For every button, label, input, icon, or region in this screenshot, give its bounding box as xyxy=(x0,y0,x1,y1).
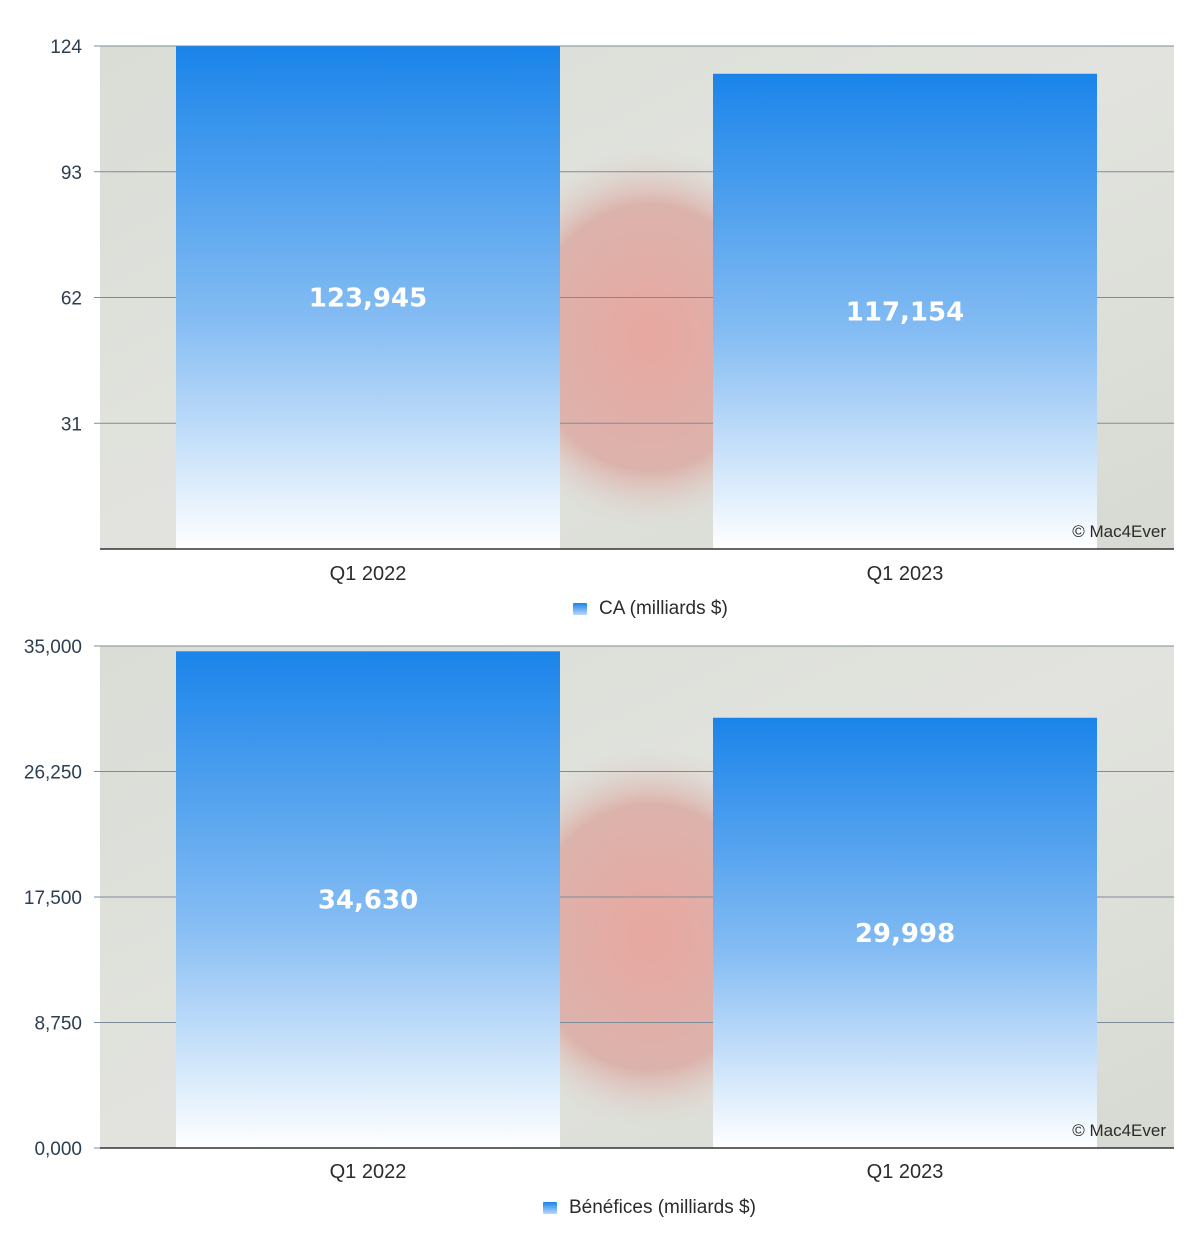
bar-value-label: 34,630 xyxy=(318,886,418,916)
y-tick-label: 8,750 xyxy=(34,1014,82,1035)
y-tick-label: 0,000 xyxy=(34,1139,82,1160)
revenue-chart: 124 93 62 31 123,945 Q1 2022 117,154 Q1 2023 © M… xyxy=(50,37,1174,620)
legend-label: CA (milliards $) xyxy=(599,598,728,619)
bar xyxy=(713,73,1097,549)
legend-label: Bénéfices (milliards $) xyxy=(569,1197,756,1218)
y-tick-label: 17,500 xyxy=(24,888,82,909)
revenue-legend: CA (milliards $) xyxy=(573,598,728,620)
y-tick-label: 35,000 xyxy=(24,637,82,658)
x-category-label: Q1 2022 xyxy=(330,563,407,585)
bar-value-label: 117,154 xyxy=(846,297,964,327)
bar xyxy=(176,651,560,1148)
bar-value-label: 29,998 xyxy=(855,919,955,949)
bar xyxy=(713,717,1097,1148)
y-tick-label: 62 xyxy=(61,289,82,310)
legend-swatch xyxy=(573,603,587,615)
y-tick-label: 124 xyxy=(50,37,82,58)
bar-value-label: 123,945 xyxy=(309,284,427,314)
legend-swatch xyxy=(543,1202,557,1214)
bar xyxy=(176,46,560,549)
x-category-label: Q1 2023 xyxy=(867,1161,944,1183)
profit-legend: Bénéfices (milliards $) xyxy=(543,1197,756,1219)
y-tick-label: 93 xyxy=(61,163,82,184)
profit-chart: 35,000 26,250 17,500 8,750 0,000 34,630 Q1 202… xyxy=(0,630,1200,1240)
y-tick-label: 31 xyxy=(61,414,82,435)
x-category-label: Q1 2023 xyxy=(867,563,944,585)
y-tick-label: 26,250 xyxy=(24,763,82,784)
revenue-chart-svg: 124 93 62 31 123,945 Q1 2022 117,154 Q1 2023 © M… xyxy=(50,37,1174,585)
profit-chart-svg: 35,000 26,250 17,500 8,750 0,000 34,630 Q1 202… xyxy=(24,637,1174,1183)
x-category-label: Q1 2022 xyxy=(330,1161,407,1183)
copyright-watermark: © Mac4Ever xyxy=(1072,1121,1166,1140)
copyright-watermark: © Mac4Ever xyxy=(1072,522,1166,541)
